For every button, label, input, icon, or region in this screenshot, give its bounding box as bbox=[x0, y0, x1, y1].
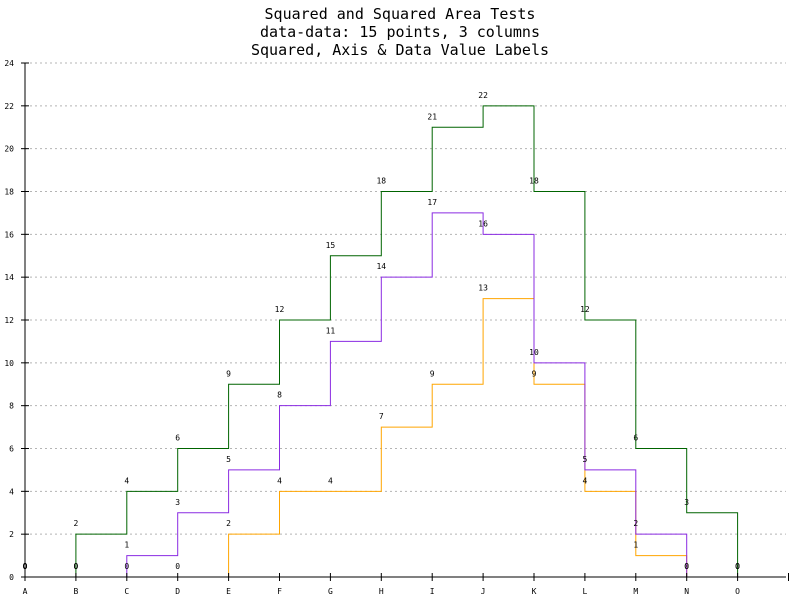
data-label: 22 bbox=[478, 91, 488, 100]
data-label: 14 bbox=[376, 262, 386, 271]
series-line bbox=[25, 212, 738, 578]
x-tick-label: J bbox=[481, 587, 486, 596]
chart-title-line-3: Squared, Axis & Data Value Labels bbox=[251, 41, 549, 59]
data-label: 4 bbox=[582, 476, 587, 485]
x-tick-label: K bbox=[532, 587, 537, 596]
data-label: 6 bbox=[175, 434, 180, 443]
x-tick-label: O bbox=[735, 587, 740, 596]
data-label: 4 bbox=[124, 476, 129, 485]
x-tick-label: N bbox=[684, 587, 689, 596]
chart-title: Squared and Squared Area Tests data-data… bbox=[251, 5, 549, 59]
data-label: 16 bbox=[478, 219, 488, 228]
data-label: 2 bbox=[226, 519, 231, 528]
x-tick-label: H bbox=[379, 587, 384, 596]
data-label: 21 bbox=[427, 112, 437, 121]
data-label: 4 bbox=[328, 476, 333, 485]
data-label: 0 bbox=[73, 562, 78, 571]
data-label: 3 bbox=[684, 498, 689, 507]
x-tick-label: B bbox=[73, 587, 78, 596]
data-label: 0 bbox=[735, 562, 740, 571]
data-label: 0 bbox=[684, 562, 689, 571]
data-label: 9 bbox=[226, 369, 231, 378]
y-tick-label: 24 bbox=[4, 59, 14, 68]
data-label: 1 bbox=[633, 541, 638, 550]
y-tick-label: 20 bbox=[4, 145, 14, 154]
data-label: 0 bbox=[73, 562, 78, 571]
data-label: 7 bbox=[379, 412, 384, 421]
data-label: 15 bbox=[326, 241, 336, 250]
x-tick-label: E bbox=[226, 587, 231, 596]
data-label: 12 bbox=[275, 305, 285, 314]
data-label: 17 bbox=[427, 198, 437, 207]
y-tick-label: 0 bbox=[9, 573, 14, 582]
y-tick-label: 18 bbox=[4, 188, 14, 197]
data-label: 2 bbox=[73, 519, 78, 528]
data-label: 0 bbox=[23, 562, 28, 571]
y-tick-label: 12 bbox=[4, 316, 14, 325]
y-tick-label: 16 bbox=[4, 230, 14, 239]
data-label: 12 bbox=[580, 305, 590, 314]
grid-lines bbox=[25, 62, 786, 535]
x-tick-label: D bbox=[175, 587, 180, 596]
data-label: 0 bbox=[23, 562, 28, 571]
chart-title-line-1: Squared and Squared Area Tests bbox=[265, 5, 536, 23]
y-tick-label: 10 bbox=[4, 359, 14, 368]
data-label: 18 bbox=[376, 177, 386, 186]
data-label: 0 bbox=[684, 562, 689, 571]
y-tick-label: 6 bbox=[9, 445, 14, 454]
x-tick-label: F bbox=[277, 587, 282, 596]
y-tick-label: 14 bbox=[4, 273, 14, 282]
data-label: 1 bbox=[124, 541, 129, 550]
y-tick-label: 22 bbox=[4, 102, 14, 111]
data-label: 10 bbox=[529, 348, 539, 357]
chart-title-line-2: data-data: 15 points, 3 columns bbox=[260, 23, 540, 41]
data-label: 0 bbox=[735, 562, 740, 571]
data-label: 0 bbox=[175, 562, 180, 571]
data-label: 9 bbox=[532, 369, 537, 378]
x-tick-label: L bbox=[582, 587, 587, 596]
data-label: 0 bbox=[23, 562, 28, 571]
data-label: 11 bbox=[326, 326, 336, 335]
data-label: 9 bbox=[430, 369, 435, 378]
data-label: 4 bbox=[277, 476, 282, 485]
data-label: 18 bbox=[529, 177, 539, 186]
y-tick-label: 8 bbox=[9, 402, 14, 411]
data-label: 6 bbox=[633, 434, 638, 443]
data-label: 5 bbox=[226, 455, 231, 464]
x-tick-label: C bbox=[124, 587, 129, 596]
data-label: 2 bbox=[633, 519, 638, 528]
data-label: 3 bbox=[175, 498, 180, 507]
x-tick-label: A bbox=[23, 587, 28, 596]
x-tick-label: G bbox=[328, 587, 333, 596]
data-label: 13 bbox=[478, 284, 488, 293]
y-tick-label: 4 bbox=[9, 487, 14, 496]
data-label: 5 bbox=[582, 455, 587, 464]
y-tick-label: 2 bbox=[9, 530, 14, 539]
data-label: 0 bbox=[735, 562, 740, 571]
x-tick-label: I bbox=[430, 587, 435, 596]
data-label: 8 bbox=[277, 391, 282, 400]
series-line bbox=[25, 105, 739, 578]
data-label: 0 bbox=[124, 562, 129, 571]
x-tick-label: M bbox=[633, 587, 638, 596]
